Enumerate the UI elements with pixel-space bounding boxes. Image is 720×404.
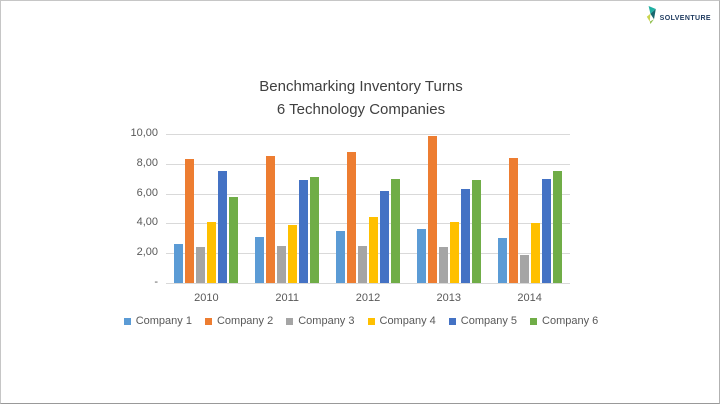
legend-item-company-1: Company 1 — [123, 315, 192, 327]
y-axis-tick-label: 10,00 — [130, 127, 158, 139]
legend-item-company-2: Company 2 — [204, 315, 274, 327]
gridline — [166, 193, 570, 195]
gridline — [166, 283, 570, 284]
y-axis-tick-label: 4,00 — [136, 216, 158, 229]
x-axis-tick-label: 2010 — [194, 292, 219, 304]
solventure-logo: SOLVENTURE — [645, 6, 711, 24]
legend-swatch — [204, 317, 212, 325]
bar-company-2-2010 — [185, 159, 195, 283]
legend-label: Company 6 — [542, 315, 599, 327]
chart-title-line1: Benchmarking Inventory Turns — [259, 78, 463, 95]
bar-company-3-2012 — [357, 245, 367, 283]
bar-company-1-2012 — [335, 230, 345, 283]
bar-company-2-2014 — [508, 157, 518, 283]
legend-item-company-3: Company 3 — [286, 315, 355, 327]
legend-swatch — [448, 317, 456, 325]
gridline — [166, 253, 570, 255]
legend-label: Company 4 — [379, 315, 436, 327]
bar-group-2014 — [489, 134, 570, 283]
bar-group-2010 — [166, 134, 247, 283]
bar-company-5-2013 — [460, 189, 470, 283]
legend-label: Company 2 — [216, 315, 274, 327]
y-axis-tick-label: 6,00 — [136, 186, 158, 199]
chart-title-line2: 6 Technology Companies — [276, 101, 446, 118]
chart-legend: Company 1 Company 2 Company 3 Company 4 Comp… — [121, 315, 601, 327]
x-axis-tick-label: 2014 — [517, 292, 542, 304]
bar-company-4-2012 — [368, 217, 378, 283]
legend-item-company-6: Company 6 — [530, 315, 598, 327]
gridline — [166, 163, 570, 165]
gridline — [166, 134, 570, 135]
logo-wordmark: SOLVENTURE — [659, 14, 711, 22]
bar-company-2-2012 — [346, 151, 356, 283]
bar-company-5-2012 — [379, 190, 389, 283]
bar-company-1-2013 — [416, 229, 426, 283]
y-axis-tick-label: 2,00 — [136, 246, 158, 259]
bar-company-5-2010 — [218, 171, 228, 283]
legend-swatch — [530, 317, 538, 325]
bar-company-3-2010 — [196, 247, 206, 283]
bar-company-1-2014 — [497, 238, 507, 283]
gridline — [166, 223, 570, 225]
legend-item-company-5: Company 5 — [448, 315, 518, 327]
legend-label: Company 1 — [135, 315, 192, 327]
bar-company-2-2011 — [266, 156, 276, 283]
bar-company-4-2013 — [449, 221, 459, 283]
legend-swatch — [123, 317, 131, 325]
legend-label: Company 5 — [460, 315, 518, 327]
bar-group-2011 — [247, 134, 328, 283]
chart-title: Benchmarking Inventory Turns 6 Technolog… — [131, 75, 591, 121]
bar-company-1-2011 — [255, 236, 265, 283]
legend-swatch — [286, 317, 294, 325]
x-axis-tick-label: 2012 — [355, 292, 381, 304]
bar-company-3-2013 — [438, 247, 448, 283]
plot-area: 10,00 8,00 6,00 4,00 2,00 - 2010 2011 2012 2013 20… — [130, 127, 570, 304]
bar-company-6-2014 — [552, 171, 562, 283]
legend-label: Company 3 — [298, 315, 355, 327]
bar-company-4-2014 — [530, 223, 540, 283]
bar-company-6-2011 — [310, 177, 320, 283]
bar-company-3-2014 — [519, 254, 529, 283]
y-axis-tick-label: 8,00 — [136, 156, 158, 169]
legend-item-company-4: Company 4 — [367, 315, 436, 327]
solventure-leaf-icon — [646, 6, 656, 24]
bar-group-2013 — [408, 134, 489, 283]
bar-company-4-2010 — [207, 221, 217, 283]
bar-company-4-2011 — [288, 224, 298, 283]
bar-company-3-2011 — [277, 245, 287, 283]
bar-group-2012 — [328, 134, 409, 283]
bar-company-6-2010 — [229, 196, 239, 283]
legend-swatch — [367, 317, 375, 325]
bar-company-6-2013 — [471, 180, 481, 283]
bar-company-5-2014 — [541, 178, 551, 283]
y-axis-tick-label: - — [154, 276, 158, 288]
bar-company-6-2012 — [390, 178, 400, 283]
bar-company-5-2011 — [299, 180, 309, 283]
bar-company-2-2013 — [427, 135, 437, 283]
x-axis-tick-label: 2011 — [275, 292, 300, 304]
x-axis-tick-label: 2013 — [436, 292, 462, 304]
bar-company-1-2010 — [174, 244, 184, 283]
